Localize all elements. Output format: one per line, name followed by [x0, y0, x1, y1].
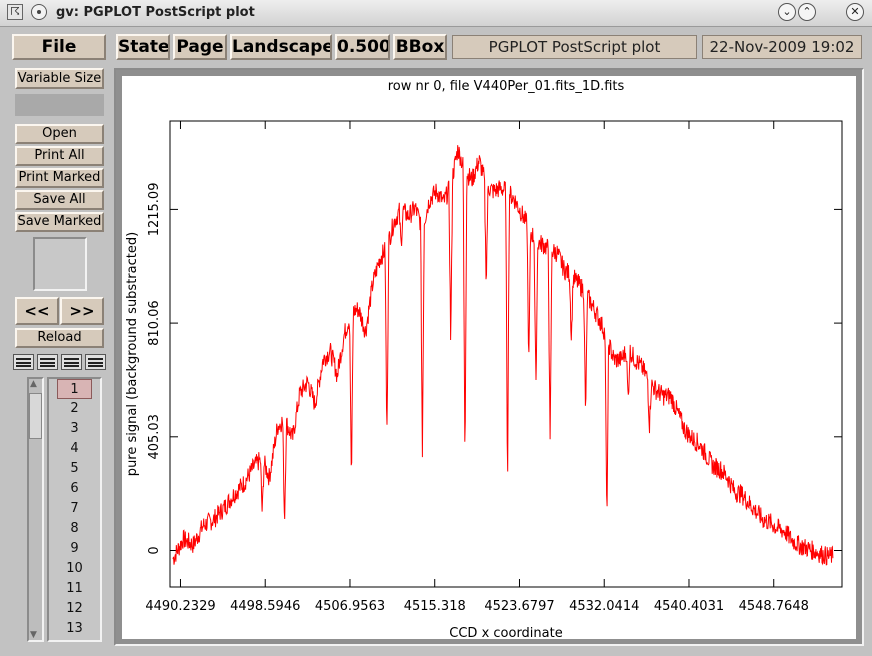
document-title-label: PGPLOT PostScript plot	[452, 35, 697, 59]
x-tick-label: 4498.5946	[230, 599, 300, 614]
page-list-item[interactable]: 8	[70, 521, 79, 536]
print-all-button[interactable]: Print All	[15, 146, 104, 166]
window-titlebar: ☈ gv: PGPLOT PostScript plot ⌄ ⌃ ✕	[0, 0, 872, 27]
save-marked-button[interactable]: Save Marked	[15, 212, 104, 232]
file-menu-button[interactable]: File	[12, 34, 106, 60]
x-tick-label: 4532.0414	[569, 599, 639, 614]
page-list-item[interactable]: 7	[70, 501, 79, 516]
y-tick-label: 405.03	[147, 414, 162, 460]
x-tick-label: 4548.7648	[739, 599, 809, 614]
window-title: gv: PGPLOT PostScript plot	[56, 5, 255, 20]
minimize-icon[interactable]: ⌄	[778, 3, 796, 21]
plot-frame	[169, 120, 843, 588]
y-tick-label: 1215.09	[147, 183, 162, 237]
unmark-icon[interactable]	[85, 354, 106, 370]
x-axis-label: CCD x coordinate	[449, 626, 562, 639]
maximize-icon[interactable]: ⌃	[798, 3, 816, 21]
chart-title: row nr 0, file V440Per_01.fits_1D.fits	[388, 79, 625, 94]
document-date-label: 22-Nov-2009 19:02	[702, 35, 862, 59]
open-button[interactable]: Open	[15, 124, 104, 144]
reload-button[interactable]: Reload	[15, 328, 104, 348]
spectrum-plot: row nr 0, file V440Per_01.fits_1D.fits CC…	[125, 79, 843, 639]
x-tick-label: 4515.318	[404, 599, 466, 614]
page-list-item[interactable]: 9	[70, 541, 79, 556]
y-tick-label: 810.06	[147, 300, 162, 346]
mark-current-icon[interactable]	[61, 354, 82, 370]
scale-menu-button[interactable]: 0.500	[335, 34, 390, 60]
print-marked-button[interactable]: Print Marked	[15, 168, 104, 188]
page-canvas: row nr 0, file V440Per_01.fits_1D.fits CC…	[122, 76, 856, 639]
page-list[interactable]: 1 2 3 4 5 6 7 8 9 10 11 12 13	[47, 377, 102, 642]
page-list-item[interactable]: 11	[66, 581, 83, 596]
next-page-button[interactable]: >>	[60, 297, 104, 325]
page-list-item[interactable]: 6	[70, 481, 79, 496]
scroll-down-icon[interactable]: ▼	[30, 630, 37, 640]
panner-area[interactable]	[33, 237, 87, 291]
page-list-item[interactable]: 13	[66, 621, 83, 636]
previous-page-button[interactable]: <<	[15, 297, 59, 325]
bbox-menu-button[interactable]: BBox	[393, 34, 447, 60]
scroll-up-icon[interactable]: ▲	[30, 379, 37, 389]
page-list-item[interactable]: 10	[66, 561, 83, 576]
document-viewport[interactable]: row nr 0, file V440Per_01.fits_1D.fits CC…	[114, 68, 864, 646]
spectrum-series-line	[172, 145, 834, 566]
page-list-item[interactable]: 1	[57, 379, 92, 399]
menu-icon[interactable]	[31, 4, 47, 20]
page-list-items: 1 2 3 4 5 6 7 8 9 10 11 12 13	[49, 379, 100, 639]
mark-even-icon[interactable]	[37, 354, 58, 370]
state-menu-button[interactable]: State	[116, 34, 170, 60]
y-axis-label: pure signal (background substracted)	[125, 232, 140, 476]
page-list-item[interactable]: 4	[70, 441, 79, 456]
gv-app-icon[interactable]: ☈	[7, 4, 23, 20]
page-list-scrollbar[interactable]: ▲ ▼	[27, 377, 44, 642]
save-all-button[interactable]: Save All	[15, 190, 104, 210]
page-menu-button[interactable]: Page	[173, 34, 227, 60]
page-list-item[interactable]: 3	[70, 421, 79, 436]
y-tick-label: 0	[147, 546, 162, 554]
variable-size-button[interactable]: Variable Size	[15, 68, 104, 89]
x-tick-label: 4523.6797	[484, 599, 554, 614]
x-tick-label: 4490.2329	[145, 599, 215, 614]
page-list-item[interactable]: 5	[70, 461, 79, 476]
close-icon[interactable]: ✕	[846, 3, 864, 21]
page-list-item[interactable]: 12	[66, 601, 83, 616]
mark-odd-icon[interactable]	[13, 354, 34, 370]
x-tick-label: 4540.4031	[654, 599, 724, 614]
x-tick-label: 4506.9563	[315, 599, 385, 614]
scrollbar-thumb[interactable]	[29, 393, 42, 439]
orientation-menu-button[interactable]: Landscape	[230, 34, 332, 60]
magnifier-area	[15, 94, 104, 116]
page-list-item[interactable]: 2	[70, 401, 79, 416]
